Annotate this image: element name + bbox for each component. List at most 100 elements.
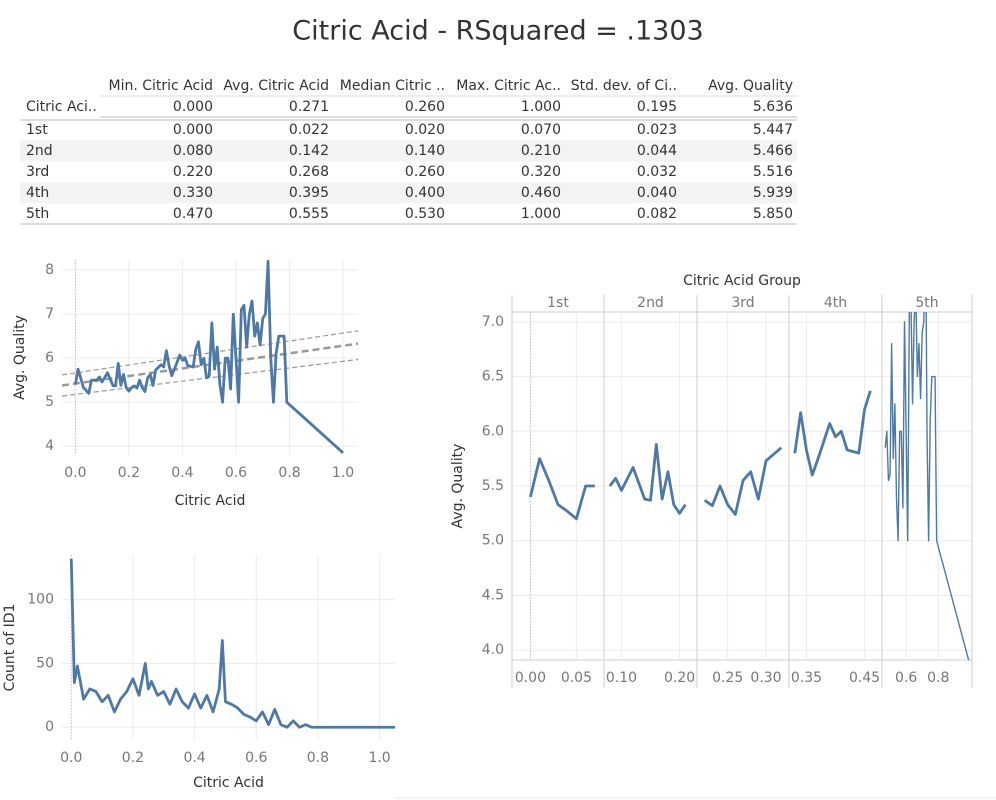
table-cell: 0.142: [289, 143, 329, 159]
x-axis-title: Citric Acid: [175, 493, 246, 509]
table-cell: 0.032: [637, 164, 677, 180]
row-label: 4th: [26, 185, 49, 201]
facet-label: 4th: [824, 295, 847, 311]
trend-line: [62, 330, 358, 376]
table-cell: 0.400: [405, 185, 445, 201]
table-cell: 0.260: [405, 164, 445, 180]
table-cell: 0.022: [289, 122, 329, 138]
column-header: Avg. Citric Acid: [223, 78, 329, 94]
column-header: Max. Citric Ac..: [456, 78, 561, 94]
y-tick-label: 50: [36, 655, 54, 671]
table-cell: 5.636: [753, 99, 793, 115]
y-tick-label: 7.0: [482, 314, 504, 330]
y-tick-label: 6.0: [482, 423, 504, 439]
table-cell: 0.020: [405, 122, 445, 138]
x-tick-label: 0.45: [849, 670, 880, 686]
data-line: [74, 260, 344, 454]
y-tick-label: 100: [27, 592, 54, 608]
x-tick-label: 0.05: [561, 670, 592, 686]
x-tick-label: 0.6: [245, 750, 267, 766]
table-cell: 0.220: [173, 164, 213, 180]
table-cell: 0.330: [173, 185, 213, 201]
y-tick-label: 5: [45, 394, 54, 410]
data-line: [793, 390, 872, 477]
x-tick-label: 0.35: [791, 670, 822, 686]
table-cell: 0.080: [173, 143, 213, 159]
table-cell: 0.023: [637, 122, 677, 138]
row-label: 1st: [26, 122, 48, 138]
x-tick-label: 1.0: [332, 465, 354, 481]
column-header: Std. dev. of Ci..: [571, 78, 677, 94]
table-cell: 0.044: [637, 143, 677, 159]
row-band: [20, 182, 797, 204]
table-cell: 5.850: [753, 206, 793, 222]
data-line: [703, 446, 783, 516]
row-label: Citric Aci..: [26, 99, 97, 115]
facet-label: 5th: [915, 295, 938, 311]
table-cell: 5.466: [753, 143, 793, 159]
data-line: [69, 558, 395, 729]
x-axis-title: Citric Acid: [193, 775, 264, 791]
x-tick-label: 0.0: [60, 750, 82, 766]
table-cell: 0.470: [173, 206, 213, 222]
data-line: [529, 457, 595, 521]
x-tick-label: 0.8: [278, 465, 300, 481]
facet-label: 2nd: [637, 295, 664, 311]
x-tick-label: 0.2: [118, 465, 140, 481]
y-tick-label: 4.5: [482, 587, 504, 603]
table-cell: 0.082: [637, 206, 677, 222]
table-cell: 0.271: [289, 99, 329, 115]
dashboard-title: Citric Acid - RSquared = .1303: [292, 16, 703, 47]
table-cell: 0.268: [289, 164, 329, 180]
y-tick-label: 7: [45, 306, 54, 322]
table-cell: 5.447: [753, 122, 793, 138]
facet-label: 1st: [547, 295, 569, 311]
table-cell: 0.460: [521, 185, 561, 201]
x-tick-label: 0.4: [183, 750, 205, 766]
table-cell: 1.000: [521, 99, 561, 115]
x-tick-label: 0.25: [712, 670, 743, 686]
table-cell: 0.195: [637, 99, 677, 115]
y-tick-label: 4.0: [482, 642, 504, 658]
table-cell: 0.555: [289, 206, 329, 222]
x-tick-label: 0.8: [307, 750, 329, 766]
x-tick-label: 0.6: [225, 465, 247, 481]
table-cell: 0.260: [405, 99, 445, 115]
x-tick-label: 0.30: [750, 670, 781, 686]
column-header: Median Citric ..: [340, 78, 445, 94]
table-cell: 0.000: [173, 99, 213, 115]
row-label: 2nd: [26, 143, 53, 159]
y-axis-title: Avg. Quality: [450, 444, 466, 529]
data-line: [608, 443, 687, 515]
y-tick-label: 5.0: [482, 533, 504, 549]
row-label: 3rd: [26, 164, 49, 180]
x-tick-label: 0.10: [606, 670, 637, 686]
table-cell: 5.939: [753, 185, 793, 201]
table-cell: 5.516: [753, 164, 793, 180]
trend-line: [62, 358, 358, 397]
y-tick-label: 0: [45, 719, 54, 735]
column-header: Min. Citric Acid: [109, 78, 214, 94]
x-tick-label: 0.8: [927, 670, 949, 686]
y-tick-label: 5.5: [482, 478, 504, 494]
y-tick-label: 4: [45, 438, 54, 454]
table-cell: 0.040: [637, 185, 677, 201]
y-tick-label: 6: [45, 350, 54, 366]
table-cell: 0.210: [521, 143, 561, 159]
x-tick-label: 0.20: [664, 670, 695, 686]
table-cell: 0.320: [521, 164, 561, 180]
data-line: [884, 312, 970, 660]
x-tick-label: 0.0: [64, 465, 86, 481]
facet-title: Citric Acid Group: [683, 273, 801, 289]
column-header: Avg. Quality: [708, 78, 793, 94]
y-tick-label: 6.5: [482, 369, 504, 385]
table-cell: 0.395: [289, 185, 329, 201]
x-tick-label: 0.2: [122, 750, 144, 766]
row-label: 5th: [26, 206, 49, 222]
table-cell: 1.000: [521, 206, 561, 222]
x-tick-label: 0.4: [171, 465, 193, 481]
x-tick-label: 0.6: [895, 670, 917, 686]
y-tick-label: 8: [45, 262, 54, 278]
table-cell: 0.070: [521, 122, 561, 138]
